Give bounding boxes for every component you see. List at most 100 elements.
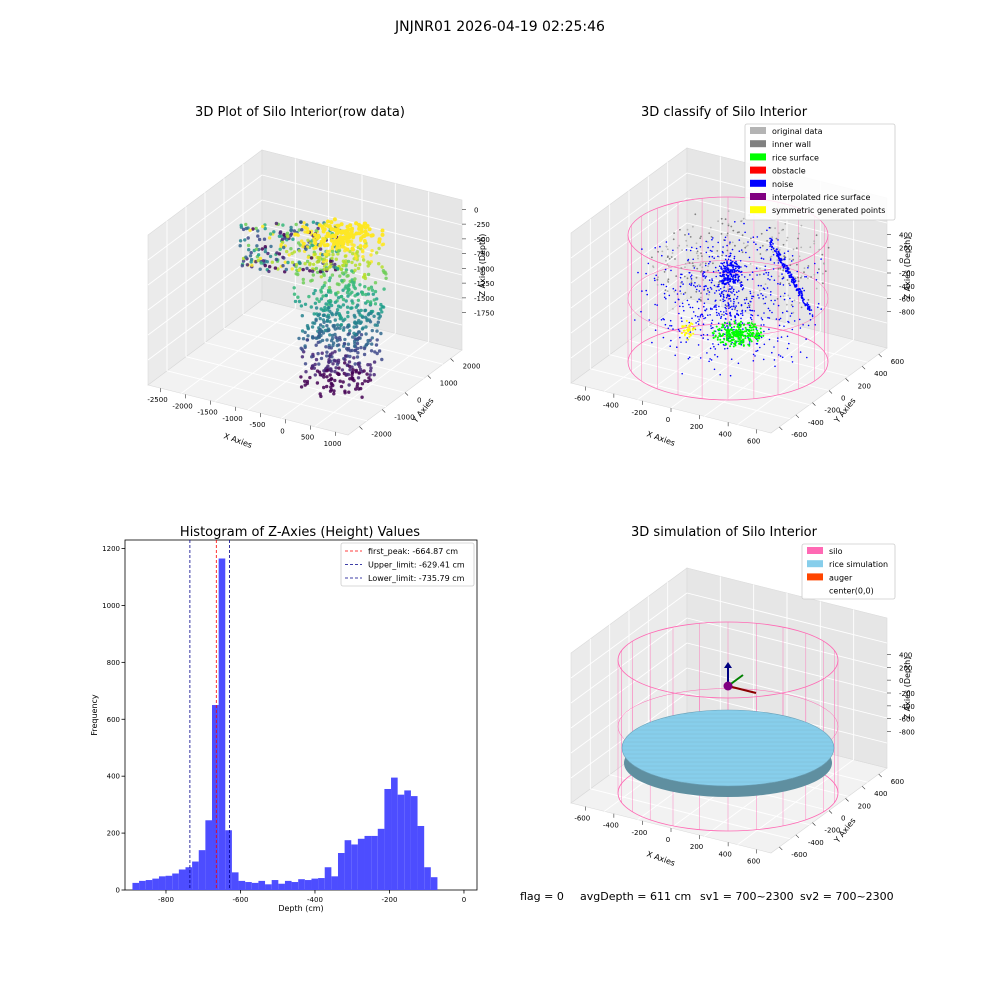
data-point	[353, 362, 357, 366]
data-point	[734, 316, 736, 319]
data-point	[772, 247, 775, 250]
data-point	[731, 292, 733, 294]
data-point	[247, 248, 251, 252]
data-point	[324, 302, 328, 306]
data-point	[332, 389, 336, 393]
data-point	[681, 281, 683, 283]
data-point	[674, 301, 677, 304]
data-point	[738, 290, 740, 292]
data-point	[377, 316, 381, 320]
data-point	[742, 242, 745, 245]
data-point	[318, 270, 323, 274]
histogram-bar	[344, 840, 352, 890]
data-point	[341, 380, 345, 384]
data-point	[723, 311, 725, 313]
legend-label: symmetric generated points	[772, 206, 885, 215]
data-point	[346, 287, 350, 291]
data-point	[354, 370, 358, 374]
data-point	[781, 277, 784, 280]
data-point	[372, 373, 376, 377]
data-point	[732, 345, 735, 348]
data-point	[689, 331, 692, 333]
tick-label: 400	[874, 370, 887, 378]
data-point	[727, 258, 730, 261]
data-point	[756, 334, 759, 337]
tick-label: 0	[899, 257, 903, 265]
data-point	[805, 276, 808, 278]
data-point	[729, 306, 732, 309]
data-point	[710, 322, 713, 325]
data-point	[762, 294, 764, 297]
data-point	[361, 258, 366, 262]
data-point	[785, 264, 788, 267]
data-point	[779, 261, 782, 264]
data-point	[663, 296, 666, 299]
data-point	[320, 351, 324, 355]
data-point	[369, 253, 373, 257]
data-point	[384, 276, 388, 280]
data-point	[733, 271, 736, 273]
data-point	[667, 278, 670, 281]
data-point	[325, 384, 329, 389]
data-point	[338, 314, 342, 318]
data-point	[803, 271, 805, 274]
data-point	[268, 254, 273, 259]
data-point	[760, 257, 763, 260]
data-point	[737, 270, 740, 273]
data-point	[817, 302, 820, 305]
tick-label: -2500	[147, 396, 167, 404]
data-point	[248, 254, 253, 258]
data-point	[318, 323, 323, 327]
data-point	[718, 289, 720, 292]
tick-label: -1000	[394, 414, 414, 422]
data-point	[254, 226, 258, 231]
data-point	[278, 247, 282, 251]
histogram-bar	[238, 880, 246, 890]
data-point	[325, 243, 330, 247]
data-point	[769, 294, 772, 296]
data-point	[300, 239, 304, 243]
data-point	[718, 281, 720, 284]
data-point	[339, 295, 343, 299]
data-point	[777, 262, 780, 264]
data-point	[752, 291, 755, 294]
data-point	[314, 343, 318, 347]
tick-mark	[845, 798, 849, 802]
data-point	[333, 234, 338, 239]
data-point	[734, 221, 736, 223]
data-point	[717, 328, 720, 331]
data-point	[301, 267, 305, 272]
data-point	[362, 239, 367, 243]
legend-swatch	[807, 573, 823, 581]
data-point	[718, 329, 721, 331]
data-point	[338, 379, 342, 383]
data-point	[728, 303, 730, 306]
data-point	[355, 382, 360, 386]
data-point	[731, 326, 733, 329]
data-point	[318, 316, 322, 321]
data-point	[683, 309, 685, 312]
data-point	[363, 379, 367, 383]
data-point	[311, 336, 315, 340]
data-point	[770, 248, 773, 251]
data-point	[815, 279, 818, 281]
data-point	[323, 305, 327, 310]
data-point	[729, 297, 731, 300]
data-point	[667, 327, 670, 330]
data-point	[244, 222, 248, 227]
data-point	[720, 266, 723, 268]
data-point	[357, 336, 361, 340]
data-point	[728, 332, 731, 335]
flag-text: flag = 0	[520, 890, 564, 903]
data-point	[758, 333, 761, 335]
data-point	[708, 293, 710, 296]
data-point	[335, 339, 339, 343]
histogram-bar	[152, 878, 159, 890]
data-point	[695, 322, 697, 324]
data-point	[330, 382, 334, 386]
data-point	[709, 307, 712, 310]
data-point	[691, 328, 694, 331]
data-point	[730, 275, 733, 278]
data-point	[317, 362, 321, 366]
